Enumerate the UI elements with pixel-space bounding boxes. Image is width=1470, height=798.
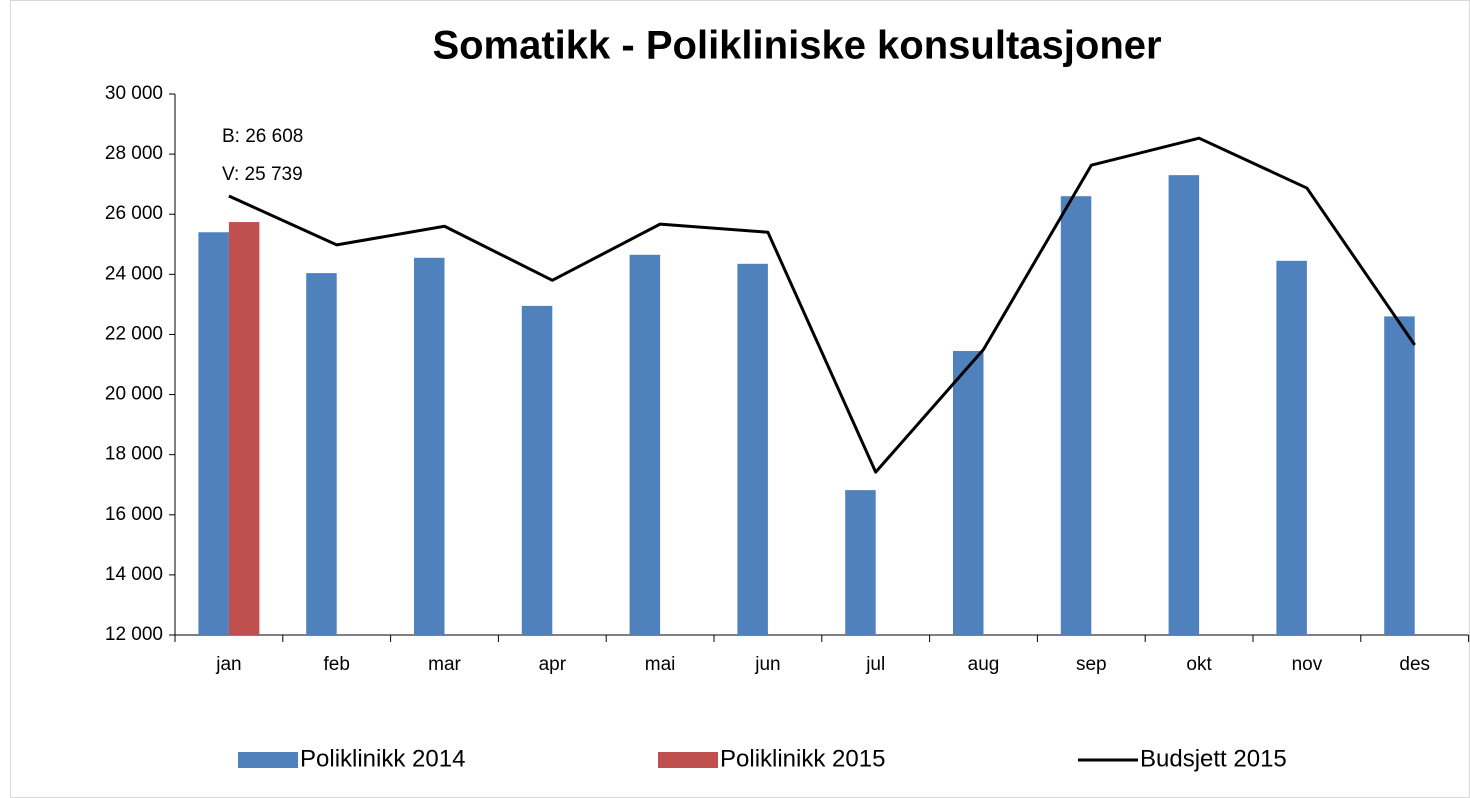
- bar: [228, 222, 260, 636]
- y-tick-label: 26 000: [105, 203, 163, 224]
- bar: [198, 232, 229, 635]
- bar: [845, 490, 876, 635]
- y-tick-label: 30 000: [105, 83, 163, 104]
- x-tick-label: mar: [428, 654, 461, 675]
- bar: [1276, 260, 1307, 635]
- x-tick-label: okt: [1186, 654, 1212, 675]
- chart-title: Somatikk - Polikliniske konsultasjoner: [432, 24, 1161, 68]
- x-tick-label: feb: [323, 654, 349, 675]
- x-tick-label: jun: [754, 654, 780, 675]
- bar: [1384, 316, 1415, 635]
- y-tick-label: 12 000: [105, 624, 163, 645]
- x-tick-label: apr: [539, 654, 567, 675]
- y-tick-label: 28 000: [105, 143, 163, 164]
- legend-swatch: [658, 752, 718, 768]
- legend-label: Poliklinikk 2014: [300, 745, 465, 772]
- annotation: V: 25 739: [222, 164, 303, 185]
- x-tick-label: sep: [1076, 654, 1107, 675]
- y-tick-label: 16 000: [105, 504, 163, 525]
- y-tick-label: 14 000: [105, 564, 163, 585]
- legend-label: Budsjett 2015: [1140, 745, 1287, 772]
- y-tick-label: 24 000: [105, 263, 163, 284]
- bar: [953, 350, 984, 635]
- y-tick-label: 18 000: [105, 444, 163, 465]
- legend-label: Poliklinikk 2015: [720, 745, 885, 772]
- bar: [306, 273, 337, 635]
- x-tick-label: aug: [968, 654, 1000, 675]
- bar: [521, 305, 553, 635]
- x-tick-label: mai: [645, 654, 676, 675]
- x-tick-label: jul: [865, 654, 885, 675]
- x-tick-label: jan: [215, 654, 241, 675]
- bar: [1168, 175, 1200, 635]
- bar: [414, 257, 445, 635]
- line: [228, 136, 1416, 474]
- annotation: B: 26 608: [222, 126, 303, 147]
- bar: [629, 254, 661, 635]
- x-tick-label: des: [1399, 654, 1430, 675]
- bar: [1060, 196, 1092, 635]
- y-tick-label: 20 000: [105, 384, 163, 405]
- y-tick-label: 22 000: [105, 323, 163, 344]
- x-tick-label: nov: [1292, 654, 1323, 675]
- bar: [737, 263, 768, 635]
- legend-swatch: [238, 752, 298, 768]
